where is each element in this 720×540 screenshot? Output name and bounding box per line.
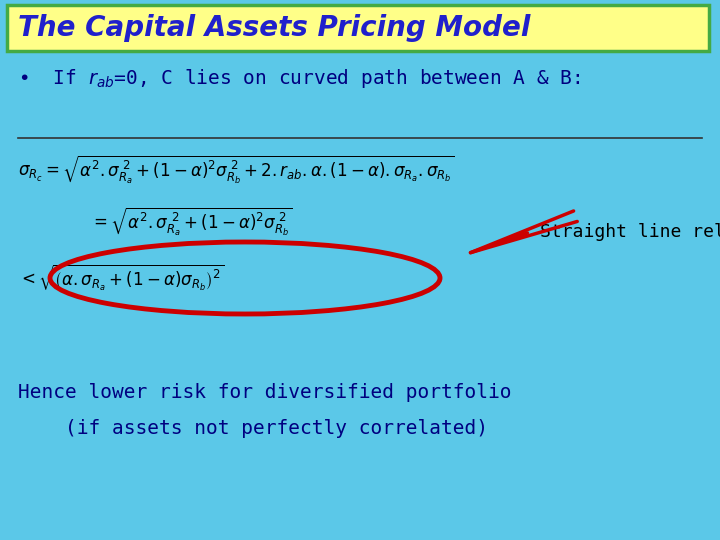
Text: $\sigma_{R_c} = \sqrt{\alpha^2 . \sigma_{R_a}^{\ 2} + (1-\alpha)^2 \sigma_{R_b}^: $\sigma_{R_c} = \sqrt{\alpha^2 . \sigma_…	[18, 154, 455, 186]
Text: Hence lower risk for diversified portfolio: Hence lower risk for diversified portfol…	[18, 382, 511, 402]
Text: $< \sqrt{\left(\alpha . \sigma_{R_a} + (1-\alpha)\sigma_{R_b}\right)^2}$: $< \sqrt{\left(\alpha . \sigma_{R_a} + (…	[18, 263, 224, 293]
Text: (if assets not perfectly correlated): (if assets not perfectly correlated)	[18, 418, 488, 437]
Text: •  If $r_{ab}$=0, C lies on curved path between A & B:: • If $r_{ab}$=0, C lies on curved path b…	[18, 66, 580, 90]
Text: Straight line relation: Straight line relation	[540, 223, 720, 241]
Text: The Capital Assets Pricing Model: The Capital Assets Pricing Model	[18, 14, 531, 42]
Text: $= \sqrt{\alpha^2 . \sigma_{R_a}^{\ 2} + (1-\alpha)^2 \sigma_{R_b}^{\ 2}}$: $= \sqrt{\alpha^2 . \sigma_{R_a}^{\ 2} +…	[90, 206, 292, 238]
FancyBboxPatch shape	[7, 5, 709, 51]
